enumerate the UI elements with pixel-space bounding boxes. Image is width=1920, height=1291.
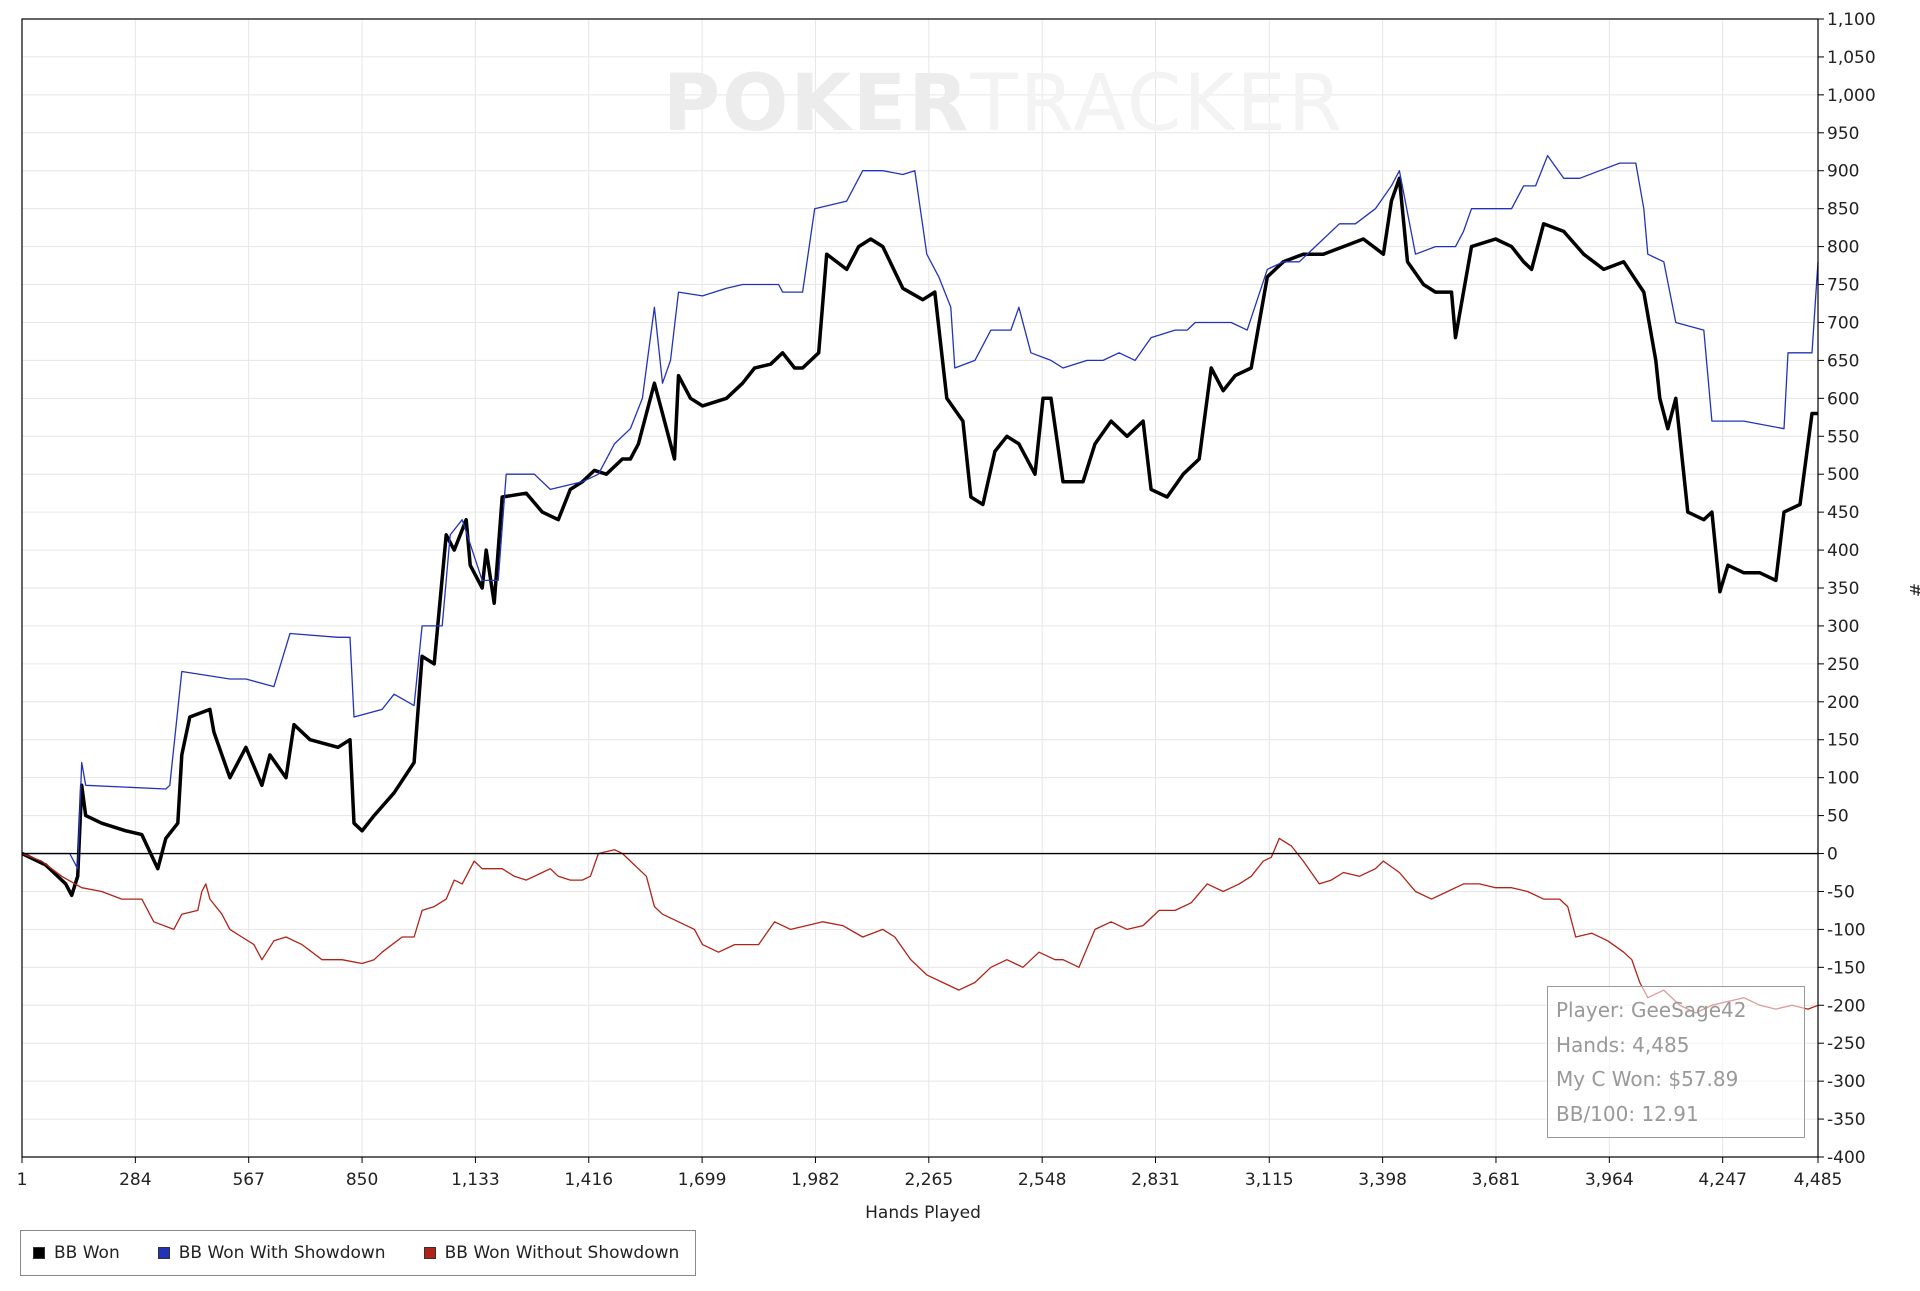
y-tick-label: 0	[1827, 845, 1838, 865]
x-tick-label: 284	[119, 1170, 151, 1190]
player-stats-tooltip: Player: GeeSage42 Hands: 4,485 My C Won:…	[1547, 986, 1805, 1138]
x-tick-label: 567	[232, 1170, 264, 1190]
x-tick-label: 1,982	[791, 1170, 840, 1190]
y-tick-label: 550	[1827, 427, 1859, 447]
x-tick-label: 2,831	[1131, 1170, 1180, 1190]
x-tick-label: 1	[17, 1170, 28, 1190]
y-tick-label: -250	[1827, 1034, 1866, 1054]
y-tick-label: 300	[1827, 617, 1859, 637]
y-tick-label: -150	[1827, 958, 1866, 978]
legend-item-bb-won-showdown[interactable]: BB Won With Showdown	[157, 1243, 386, 1263]
y-tick-label: 350	[1827, 579, 1859, 599]
x-axis-title: Hands Played	[865, 1203, 981, 1223]
y-tick-label: 200	[1827, 693, 1859, 713]
y-tick-label: 700	[1827, 313, 1859, 333]
y-tick-label: 150	[1827, 731, 1859, 751]
x-tick-label: 3,964	[1585, 1170, 1634, 1190]
legend-swatch-bb-won-showdown	[157, 1247, 170, 1259]
x-tick-label: 3,115	[1245, 1170, 1294, 1190]
y-tick-label: 800	[1827, 238, 1859, 258]
x-tick-label: 2,265	[904, 1170, 953, 1190]
legend-label-bb-won: BB Won	[54, 1243, 120, 1263]
y-tick-label: 1,050	[1827, 48, 1876, 68]
y-tick-label: -50	[1827, 882, 1855, 902]
watermark-tracker: TRACKER	[969, 59, 1344, 149]
y-axis-title: #	[1905, 583, 1920, 597]
series-line-bb-won	[21, 176, 1818, 898]
tooltip-bb100: BB/100: 12.91	[1556, 1101, 1699, 1126]
y-tick-label: -100	[1827, 920, 1866, 940]
legend-swatch-bb-won	[33, 1247, 45, 1259]
y-tick-label: -300	[1827, 1072, 1866, 1092]
x-tick-label: 1,416	[564, 1170, 613, 1190]
y-tick-label: 50	[1827, 807, 1849, 827]
y-tick-label: -400	[1827, 1148, 1866, 1168]
svg-text:POKERTRACKER: POKERTRACKER	[663, 59, 1344, 149]
y-tick-label: 750	[1827, 276, 1859, 296]
x-tick-label: 3,398	[1358, 1170, 1407, 1190]
x-tick-label: 850	[346, 1170, 378, 1190]
chart-legend: BB Won BB Won With Showdown BB Won Witho…	[20, 1230, 697, 1276]
x-tick-label: 2,548	[1018, 1170, 1067, 1190]
y-tick-label: 1,000	[1827, 86, 1876, 106]
x-tick-label: 1,133	[451, 1170, 500, 1190]
watermark-poker: POKER	[663, 59, 970, 149]
x-axis-ticks: 1 284 567 850 1,133 1,416 1,699 1,982 2,265 2,548…	[17, 1157, 1843, 1190]
series-line-bb-won-without-showdown	[21, 837, 1819, 1014]
chart-grid	[21, 18, 1819, 1158]
y-tick-label: 850	[1827, 200, 1859, 220]
legend-swatch-bb-won-no-showdown	[423, 1247, 436, 1259]
watermark-logo: POKERTRACKER	[663, 59, 1344, 149]
x-tick-label: 4,247	[1698, 1170, 1747, 1190]
y-tick-label: 400	[1827, 541, 1859, 561]
y-tick-label: 450	[1827, 503, 1859, 523]
y-tick-label: -200	[1827, 996, 1866, 1016]
y-tick-label: 650	[1827, 351, 1859, 371]
legend-item-bb-won[interactable]: BB Won	[33, 1243, 120, 1263]
y-tick-label: 100	[1827, 769, 1859, 789]
y-tick-label: 900	[1827, 162, 1859, 182]
y-tick-label: 1,100	[1827, 10, 1876, 30]
y-tick-label: 950	[1827, 124, 1859, 144]
legend-label-bb-won-no-showdown: BB Won Without Showdown	[444, 1243, 680, 1263]
legend-item-bb-won-no-showdown[interactable]: BB Won Without Showdown	[423, 1243, 680, 1263]
tooltip-player: Player: GeeSage42	[1556, 998, 1747, 1022]
tooltip-won: My C Won: $57.89	[1556, 1067, 1739, 1091]
x-tick-label: 1,699	[678, 1170, 727, 1190]
series-layer	[21, 154, 1819, 1014]
x-tick-label: 4,485	[1794, 1170, 1843, 1190]
series-line-bb-won-with-showdown	[22, 154, 1819, 870]
y-tick-label: 250	[1827, 655, 1859, 675]
y-axis-ticks: -400 -350 -300 -250 -200 -150 -100 -50 0 50 100 150…	[1818, 10, 1876, 1168]
legend-label-bb-won-showdown: BB Won With Showdown	[178, 1243, 386, 1263]
y-tick-label: 500	[1827, 465, 1859, 485]
tooltip-hands: Hands: 4,485	[1556, 1032, 1690, 1057]
x-tick-label: 3,681	[1472, 1170, 1521, 1190]
y-tick-label: 600	[1827, 389, 1859, 409]
y-tick-label: -350	[1827, 1110, 1866, 1130]
